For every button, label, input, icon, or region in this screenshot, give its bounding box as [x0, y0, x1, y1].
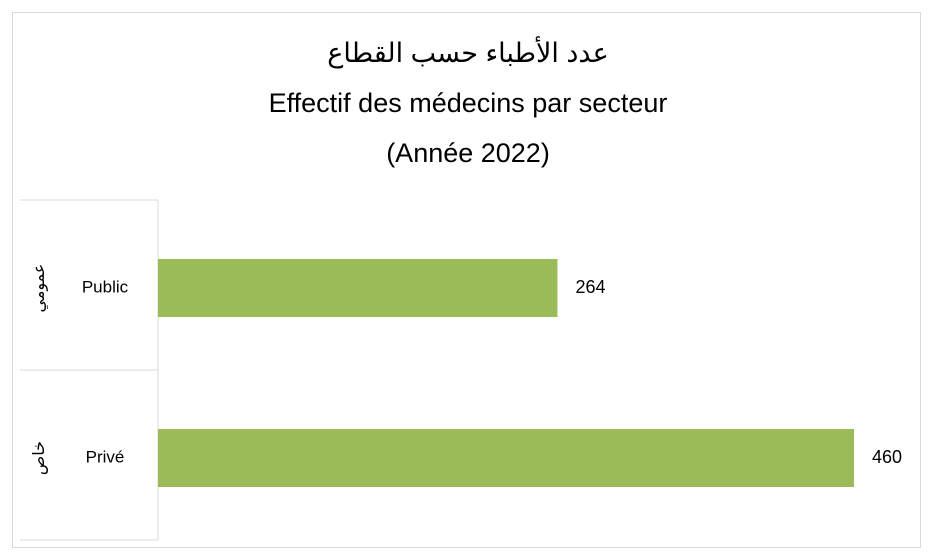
chart-title: عدد الأطباء حسب القطاع — [327, 35, 608, 69]
bar — [158, 259, 558, 317]
category-label: Privé — [86, 447, 125, 466]
data-label: 264 — [575, 277, 605, 297]
data-label: 460 — [872, 447, 902, 467]
category-label-ar: خاص — [31, 441, 49, 475]
chart-title: Effectif des médecins par secteur — [269, 88, 668, 118]
category-label: Public — [82, 277, 129, 296]
category-label-ar: عمومي — [31, 264, 49, 313]
bar — [158, 429, 854, 487]
chart-title: (Année 2022) — [386, 138, 550, 168]
